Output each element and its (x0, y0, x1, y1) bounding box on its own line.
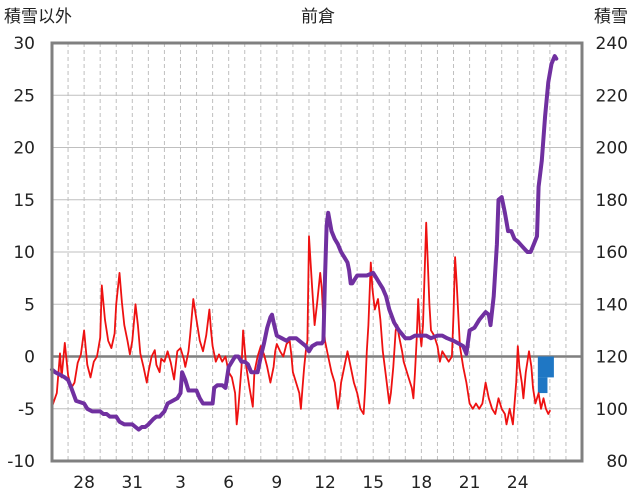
series-lines (50, 54, 559, 432)
right-tick-label: 140 (596, 295, 628, 315)
left-tick-label: 5 (24, 295, 35, 315)
right-tick-label: 80 (606, 452, 628, 472)
right-tick-label: 220 (596, 86, 628, 106)
left-tick-label: 15 (13, 191, 35, 211)
tick-labels: -10 -5 0 5 10 15 20 25 30 80 100 120 140 160 180 200 220… (7, 34, 628, 493)
left-tick-label: -10 (7, 452, 35, 472)
temperature-line (51, 221, 551, 426)
precip-bar (537, 356, 554, 378)
x-tick-label: 18 (411, 473, 433, 493)
gridlines (52, 43, 582, 461)
left-tick-label: 10 (13, 243, 35, 263)
precip-bars (537, 356, 554, 394)
precip-bar (537, 377, 548, 394)
snow-depth-line (50, 54, 559, 432)
right-tick-label: 180 (596, 191, 628, 211)
right-tick-label: 100 (596, 400, 628, 420)
x-tick-label: 6 (223, 473, 234, 493)
right-axis-label: 積雪 (594, 7, 628, 27)
x-tick-label: 12 (314, 473, 336, 493)
left-tick-label: 0 (24, 348, 35, 368)
left-tick-label: -5 (18, 400, 35, 420)
left-tick-label: 25 (13, 86, 35, 106)
right-tick-label: 120 (596, 348, 628, 368)
left-tick-label: 20 (13, 139, 35, 159)
x-tick-label: 15 (362, 473, 384, 493)
right-tick-label: 240 (596, 34, 628, 54)
x-tick-label: 28 (73, 473, 95, 493)
x-tick-label: 24 (507, 473, 529, 493)
x-tick-label: 31 (121, 473, 143, 493)
x-tick-label: 9 (271, 473, 282, 493)
left-axis-label: 積雪以外 (4, 7, 72, 27)
right-tick-label: 200 (596, 139, 628, 159)
x-tick-label: 3 (175, 473, 186, 493)
x-tick-label: 21 (459, 473, 481, 493)
chart-title: 前倉 (301, 7, 335, 27)
right-tick-label: 160 (596, 243, 628, 263)
left-tick-label: 30 (13, 34, 35, 54)
plot-frame (50, 41, 584, 463)
